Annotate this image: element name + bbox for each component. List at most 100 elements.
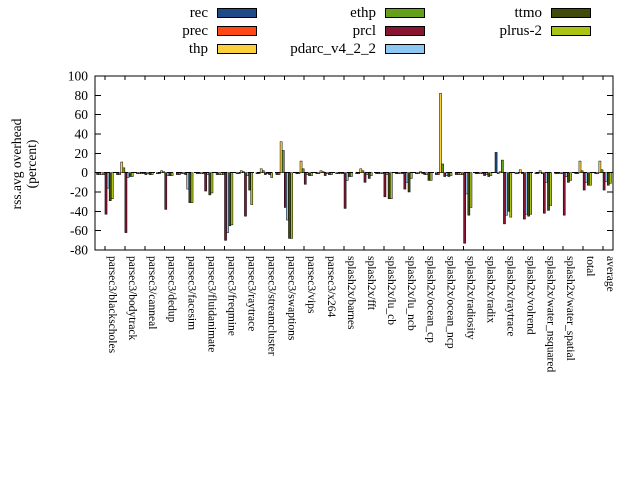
- bar-ttmo: [407, 172, 411, 193]
- bar-plrus-2: [569, 172, 572, 181]
- x-tick-label: parsec3/raytrace: [245, 256, 257, 331]
- bar-thp: [598, 160, 602, 173]
- y-tick-label: -40: [70, 204, 88, 219]
- bar-rec: [275, 172, 279, 175]
- bar-ethp: [142, 172, 146, 174]
- bar-ttmo: [168, 172, 172, 176]
- legend-swatch: [217, 44, 257, 54]
- bar-ttmo: [367, 172, 371, 179]
- bar-ethp: [262, 170, 265, 173]
- bar-plrus-2: [489, 172, 493, 176]
- bar-prcl: [184, 172, 187, 175]
- x-tick-label: parsec3/blackscholes: [106, 256, 118, 354]
- bar-ttmo: [467, 172, 471, 216]
- x-tick-label: splash2x/barnes: [345, 256, 357, 330]
- bar-thp: [299, 160, 303, 173]
- bar-pdarc_v4_2_2: [465, 172, 469, 195]
- x-tick-label: splash2x/lu_cb: [385, 256, 397, 325]
- legend-label: rec: [189, 5, 208, 21]
- bar-rec: [295, 172, 299, 174]
- bar-ttmo: [447, 172, 451, 177]
- bar-ethp: [600, 169, 604, 173]
- bar-ttmo: [148, 172, 152, 175]
- bar-ttmo: [128, 172, 132, 177]
- bar-rec: [594, 172, 597, 174]
- x-tick-label: parsec3/fluidanimate: [206, 256, 218, 352]
- bar-thp: [259, 168, 263, 173]
- bar-prcl: [383, 172, 387, 198]
- bar-rec: [176, 172, 179, 175]
- bar-ethp: [560, 172, 564, 174]
- bar-pdarc_v4_2_2: [365, 172, 369, 175]
- bar-thp: [439, 93, 442, 173]
- bar-plrus-2: [429, 172, 433, 181]
- bar-thp: [200, 172, 203, 174]
- legend-label: plrus-2: [499, 23, 543, 39]
- bar-prcl: [284, 172, 287, 208]
- bar-ttmo: [108, 172, 112, 201]
- bar-rec: [534, 172, 538, 174]
- bar-prec: [118, 172, 121, 175]
- y-tick-label: 0: [81, 165, 88, 180]
- bar-prec: [198, 172, 201, 174]
- bar-thp: [459, 172, 462, 175]
- bar-rec: [375, 172, 378, 174]
- bar-pdarc_v4_2_2: [584, 172, 588, 183]
- bar-pdarc_v4_2_2: [445, 172, 449, 176]
- bar-plrus-2: [170, 172, 174, 176]
- bar-prec: [536, 172, 540, 174]
- bar-rec: [494, 152, 498, 173]
- legend-item-ethp: ethp: [228, 5, 425, 21]
- legend-swatch: [385, 44, 425, 54]
- bar-pdarc_v4_2_2: [545, 172, 548, 183]
- bar-ttmo: [228, 172, 232, 227]
- bar-thp: [359, 168, 363, 173]
- bar-rec: [255, 172, 259, 174]
- bar-prec: [357, 172, 361, 174]
- bar-prec: [377, 172, 380, 174]
- y-axis-title-line1: rss.avg overhead: [9, 118, 24, 210]
- legend-label: thp: [188, 41, 208, 57]
- y-tick-label: 60: [75, 107, 89, 122]
- bar-prcl: [343, 172, 347, 209]
- bar-thp: [518, 169, 522, 173]
- y-tick-label: -80: [70, 243, 88, 258]
- bar-pdarc_v4_2_2: [106, 172, 110, 189]
- x-tick-label: parsec3/facesim: [186, 256, 198, 330]
- x-tick-label: parsec3/x264: [325, 256, 337, 318]
- bar-prcl: [463, 172, 466, 244]
- x-tick-label: splash2x/fft: [365, 256, 377, 311]
- bar-rec: [215, 172, 219, 175]
- x-tick-label: splash2x/ocean_ncp: [445, 256, 457, 349]
- bar-rec: [156, 172, 159, 174]
- legend-swatch: [551, 8, 591, 18]
- bar-ethp: [281, 150, 285, 173]
- bar-ttmo: [208, 172, 212, 196]
- bar-thp: [379, 172, 383, 174]
- bar-ethp: [521, 172, 524, 174]
- bar-pdarc_v4_2_2: [405, 172, 409, 183]
- bar-pdarc_v4_2_2: [345, 172, 349, 181]
- legend-item-pdarc-v4-2-2: pdarc_v4_2_2: [228, 41, 425, 57]
- x-tick-label: splash2x/water_nsquared: [544, 256, 556, 372]
- bar-rec: [514, 172, 518, 174]
- legend-swatch: [385, 8, 425, 18]
- bar-plrus-2: [370, 172, 373, 176]
- bar-rec: [574, 172, 578, 174]
- x-tick-label: average: [604, 256, 616, 292]
- bar-rec: [335, 172, 338, 174]
- bar-prec: [237, 172, 241, 174]
- bar-plrus-2: [190, 172, 194, 203]
- legend-label: ttmo: [514, 5, 542, 21]
- bar-pdarc_v4_2_2: [505, 172, 508, 216]
- y-tick-label: 100: [68, 69, 89, 84]
- x-tick-label: parsec3/streamcluster: [265, 256, 277, 356]
- bar-plrus-2: [469, 172, 473, 208]
- x-tick-label: parsec3/freqmine: [226, 256, 238, 336]
- legend-item-thp: thp: [60, 41, 257, 57]
- bar-prcl: [224, 172, 227, 241]
- legend-label: prec: [182, 23, 208, 39]
- bar-rec: [315, 172, 319, 174]
- bar-ethp: [481, 172, 484, 174]
